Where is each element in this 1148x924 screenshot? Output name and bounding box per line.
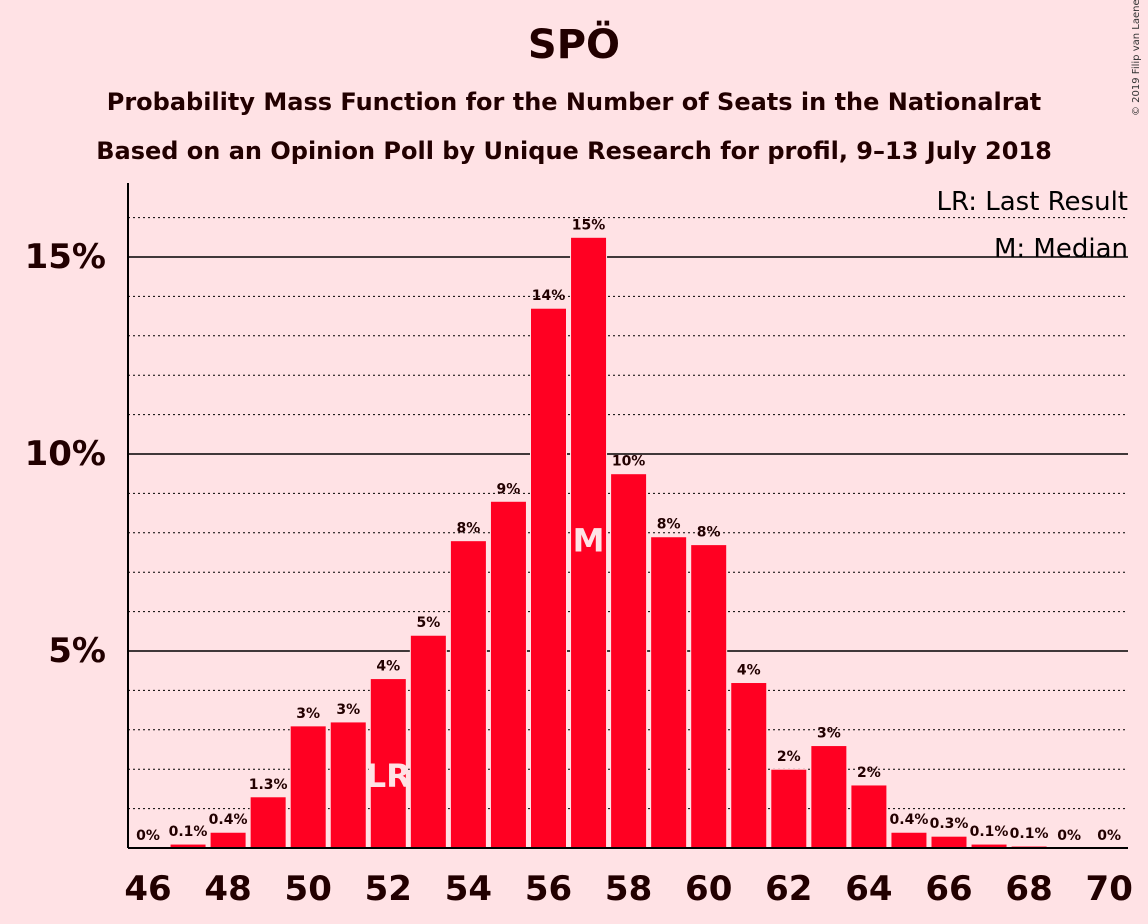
data-label-65: 0.4% — [890, 812, 929, 828]
bar-57 — [570, 236, 608, 849]
data-label-52: 4% — [376, 659, 400, 675]
x-tick-label: 50 — [285, 869, 332, 909]
x-tick-label: 46 — [124, 869, 171, 909]
bar-64 — [850, 784, 888, 849]
data-label-47: 0.1% — [169, 824, 208, 840]
bar-63 — [810, 745, 848, 849]
axes: 5% 10% 15% 46 48 50 52 54 56 58 60 62 64 66 68 70 — [25, 183, 1133, 909]
x-tick-label: 54 — [445, 869, 492, 909]
data-label-70: 0% — [1097, 828, 1121, 844]
bar-52 — [369, 678, 407, 849]
bar-51 — [329, 721, 367, 849]
data-labels: 0% 0.1%0.4%1.3%3% 3%4%5%8%9%14%15%10%8% 8%4… — [136, 217, 1121, 844]
x-tick-label: 58 — [605, 869, 652, 909]
x-tick-label: 56 — [525, 869, 572, 909]
x-tick-label: 66 — [925, 869, 972, 909]
x-tick-label: 60 — [685, 869, 732, 909]
data-label-59: 8% — [657, 517, 681, 533]
x-tick-label: 64 — [845, 869, 892, 909]
data-label-58: 10% — [612, 454, 646, 470]
data-label-56: 14% — [532, 288, 566, 304]
bar-49 — [249, 796, 287, 849]
data-label-63: 3% — [817, 726, 841, 742]
data-label-57: 15% — [572, 217, 606, 233]
median-marker: M — [573, 522, 605, 560]
bar-62 — [770, 768, 808, 849]
data-label-69: 0% — [1057, 828, 1081, 844]
x-tick-label: 70 — [1086, 869, 1133, 909]
x-tick-label: 68 — [1005, 869, 1052, 909]
data-label-55: 9% — [497, 481, 521, 497]
data-label-48: 0.4% — [209, 812, 248, 828]
data-label-67: 0.1% — [970, 824, 1009, 840]
bar-66 — [930, 835, 968, 849]
x-tick-label: 52 — [365, 869, 412, 909]
data-label-62: 2% — [777, 749, 801, 765]
bar-50 — [289, 725, 327, 849]
y-tick-label: 15% — [25, 237, 106, 277]
data-label-54: 8% — [457, 521, 481, 537]
bar-59 — [650, 536, 688, 849]
bar-61 — [730, 682, 768, 849]
bar-65 — [890, 831, 928, 849]
bar-53 — [409, 634, 447, 849]
legend-median: M: Median — [994, 234, 1128, 264]
bar-58 — [610, 473, 648, 849]
data-label-60: 8% — [697, 525, 721, 541]
x-tick-label: 48 — [204, 869, 251, 909]
bar-48 — [209, 831, 247, 849]
data-label-66: 0.3% — [930, 816, 969, 832]
y-tick-label: 5% — [48, 631, 106, 671]
chart-subtitle: Probability Mass Function for the Number… — [106, 88, 1042, 116]
data-label-68: 0.1% — [1010, 826, 1049, 842]
data-label-49: 1.3% — [249, 777, 288, 793]
last-result-marker: LR — [366, 757, 411, 795]
legend-last-result: LR: Last Result — [936, 187, 1128, 217]
data-label-51: 3% — [336, 702, 360, 718]
data-label-53: 5% — [416, 615, 440, 631]
bar-54 — [449, 540, 487, 849]
bar-56 — [530, 307, 567, 849]
chart-subtitle-2: Based on an Opinion Poll by Unique Resea… — [96, 137, 1052, 165]
data-label-64: 2% — [857, 765, 881, 781]
data-label-50: 3% — [296, 706, 320, 722]
y-tick-label: 10% — [25, 434, 106, 474]
data-label-61: 4% — [737, 663, 761, 679]
bars — [169, 236, 1048, 849]
data-label-46: 0% — [136, 828, 160, 844]
bar-55 — [489, 500, 527, 849]
chart-title: SPÖ — [527, 22, 621, 68]
bar-60 — [690, 544, 728, 849]
x-tick-label: 62 — [765, 869, 812, 909]
